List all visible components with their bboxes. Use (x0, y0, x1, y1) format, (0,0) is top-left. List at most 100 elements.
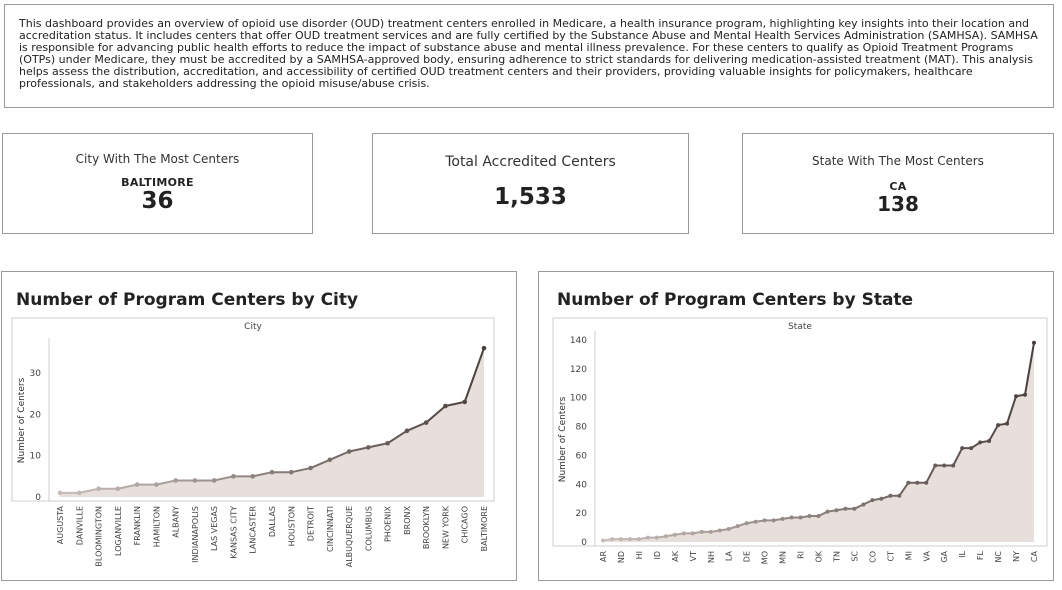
x-tick-label: GA (940, 550, 949, 562)
y-tick-label: 20 (576, 509, 588, 519)
x-tick-label: MN (779, 551, 788, 564)
x-tick-label: ALBANY (172, 506, 181, 538)
data-point (744, 521, 749, 526)
data-point (915, 480, 920, 485)
x-tick-label: KANSAS CITY (229, 506, 238, 559)
data-point (762, 518, 767, 523)
x-tick-label: TN (832, 551, 841, 563)
x-tick-label: VA (922, 550, 931, 561)
data-point (708, 529, 713, 534)
x-tick-label: CO (868, 551, 877, 563)
data-point (978, 440, 983, 445)
kpi-total-label: Total Accredited Centers (445, 154, 616, 170)
data-point (636, 537, 641, 542)
x-tick-label: SC (850, 551, 859, 562)
data-point (154, 482, 159, 487)
data-point (1014, 394, 1019, 399)
data-point (231, 474, 236, 479)
x-tick-label: CINCINNATI (326, 506, 335, 552)
data-point (681, 531, 686, 536)
x-tick-label: COLUMBUS (364, 506, 373, 551)
data-point (1032, 340, 1036, 345)
data-point (627, 537, 632, 542)
series-line-segment (213, 475, 235, 482)
data-point (346, 449, 352, 454)
data-point (443, 403, 448, 409)
data-point (771, 518, 776, 523)
x-tick-label: LANCASTER (249, 506, 258, 554)
series-line-segment (952, 447, 964, 467)
y-axis-title: Number of Centers (17, 377, 27, 463)
data-point (843, 506, 848, 511)
x-tick-label: NY (1012, 551, 1021, 562)
data-point (423, 420, 429, 425)
data-point (192, 478, 198, 483)
y-tick-label: 120 (570, 365, 587, 375)
x-tick-label: DE (743, 551, 752, 562)
data-point (1023, 392, 1028, 397)
state-chart[interactable]: State Number of Centers 0 20 40 60 80 100 120 140… (539, 272, 1055, 582)
x-tick-label: NEW YORK (441, 505, 450, 549)
x-tick-label: CA (1030, 550, 1039, 562)
y-tick-label: 100 (570, 394, 587, 404)
data-point (879, 496, 884, 501)
x-tick-label: INDIANAPOLIS (191, 506, 200, 563)
description-panel: This dashboard provides an overview of o… (4, 4, 1054, 108)
kpi-city-card: City With The Most Centers BALTIMORE 36 (2, 133, 313, 234)
series-line-segment (444, 400, 466, 408)
x-tick-label: DANVILLE (75, 506, 84, 545)
x-tick-label: HI (635, 551, 644, 559)
x-tick-label: CT (886, 551, 895, 562)
series-line-segment (116, 483, 139, 490)
x-tick-label: LA (725, 550, 734, 561)
x-tick-label: AK (671, 550, 680, 561)
series-line-segment (309, 458, 331, 470)
series-line-segment (251, 471, 273, 478)
description-text: This dashboard provides an overview of o… (19, 17, 1038, 90)
data-point (951, 463, 956, 468)
y-tick-label: 20 (30, 410, 42, 420)
area-fill (603, 342, 1034, 542)
y-tick-label: 140 (570, 336, 587, 346)
data-point (924, 480, 929, 485)
data-point (134, 482, 140, 487)
data-point (996, 423, 1001, 428)
data-point (726, 527, 731, 532)
x-tick-label: BLOOMINGTON (95, 506, 104, 567)
state-chart-title: Number of Program Centers by State (557, 290, 914, 310)
city-chart-panel: Number of Program Centers by City City Nu… (1, 271, 517, 581)
data-point (870, 498, 875, 503)
series-line-segment (405, 421, 428, 432)
data-point (753, 519, 758, 524)
data-point (969, 446, 974, 451)
y-tick-label: 0 (35, 493, 41, 503)
city-chart[interactable]: City Number of Centers 0 10 20 30 AUGUSTA DANVI… (2, 272, 518, 582)
data-point (173, 478, 178, 483)
x-axis-title: State (788, 322, 812, 332)
x-tick-label: NC (994, 551, 1003, 563)
x-tick-label: ALBUQUERQUE (345, 506, 354, 567)
x-tick-label: AR (599, 551, 608, 562)
series-line-segment (348, 446, 370, 453)
kpi-city-label: City With The Most Centers (75, 152, 240, 166)
x-tick-label: MO (761, 551, 770, 564)
x-tick-label: BROOKLYN (422, 506, 431, 549)
data-point (1005, 421, 1010, 426)
data-point (57, 490, 63, 496)
data-point (618, 537, 623, 542)
data-point (269, 469, 275, 475)
state-chart-panel: Number of Program Centers by State State… (538, 271, 1054, 581)
data-point (825, 509, 830, 514)
data-point (327, 457, 333, 463)
x-tick-label: AUGUSTA (56, 505, 65, 544)
data-point (798, 515, 803, 520)
data-point (654, 535, 659, 540)
data-point (609, 537, 614, 542)
y-tick-label: 80 (576, 423, 588, 433)
data-point (663, 534, 668, 539)
data-point (834, 508, 839, 513)
kpi-city-name: BALTIMORE (121, 176, 194, 189)
x-tick-label: VT (689, 551, 698, 561)
x-tick-label: LOGANVILLE (114, 506, 123, 556)
data-point (735, 524, 740, 529)
